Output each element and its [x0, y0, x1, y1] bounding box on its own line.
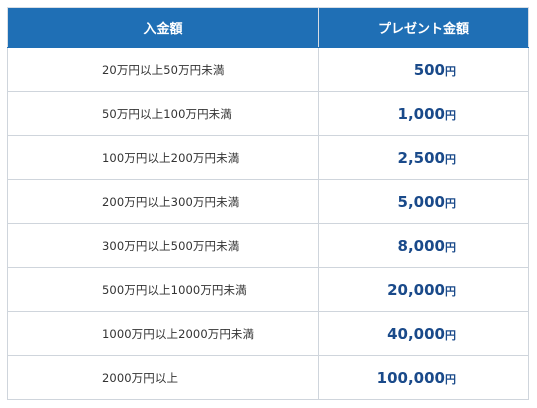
header-deposit-amount: 入金額	[7, 7, 319, 48]
table-row: 2000万円以上 100,000円	[7, 355, 529, 400]
present-amount: 1,000	[397, 105, 445, 123]
table-row: 20万円以上50万円未満 500円	[7, 47, 529, 92]
deposit-range: 200万円以上300万円未満	[7, 179, 319, 224]
deposit-range: 300万円以上500万円未満	[7, 223, 319, 268]
deposit-range: 20万円以上50万円未満	[7, 47, 319, 92]
present-amount-cell: 40,000円	[318, 311, 529, 356]
present-amount-cell: 1,000円	[318, 91, 529, 136]
deposit-range: 1000万円以上2000万円未満	[7, 311, 319, 356]
header-present-amount: プレゼント金額	[318, 7, 529, 48]
currency-unit: 円	[445, 373, 456, 386]
present-amount-cell: 500円	[318, 47, 529, 92]
present-amount: 500	[413, 61, 445, 79]
currency-unit: 円	[445, 285, 456, 298]
currency-unit: 円	[445, 153, 456, 166]
table-row: 50万円以上100万円未満 1,000円	[7, 91, 529, 136]
currency-unit: 円	[445, 65, 456, 78]
present-amount-cell: 20,000円	[318, 267, 529, 312]
deposit-range: 50万円以上100万円未満	[7, 91, 319, 136]
present-amount: 8,000	[397, 237, 445, 255]
present-amount-cell: 100,000円	[318, 355, 529, 400]
deposit-range: 500万円以上1000万円未満	[7, 267, 319, 312]
present-amount: 5,000	[397, 193, 445, 211]
currency-unit: 円	[445, 329, 456, 342]
table-row: 100万円以上200万円未満 2,500円	[7, 135, 529, 180]
present-amount-cell: 5,000円	[318, 179, 529, 224]
present-amount-cell: 2,500円	[318, 135, 529, 180]
present-amount: 20,000	[387, 281, 445, 299]
deposit-bonus-table: 入金額 プレゼント金額 20万円以上50万円未満 500円 50万円以上100万…	[7, 7, 529, 400]
present-amount-cell: 8,000円	[318, 223, 529, 268]
currency-unit: 円	[445, 197, 456, 210]
currency-unit: 円	[445, 241, 456, 254]
present-amount: 2,500	[397, 149, 445, 167]
present-amount: 40,000	[387, 325, 445, 343]
present-amount: 100,000	[376, 369, 445, 387]
table-row: 1000万円以上2000万円未満 40,000円	[7, 311, 529, 356]
table-row: 200万円以上300万円未満 5,000円	[7, 179, 529, 224]
table-row: 300万円以上500万円未満 8,000円	[7, 223, 529, 268]
deposit-range: 2000万円以上	[7, 355, 319, 400]
bonus-table-container: 入金額 プレゼント金額 20万円以上50万円未満 500円 50万円以上100万…	[7, 7, 529, 400]
table-row: 500万円以上1000万円未満 20,000円	[7, 267, 529, 312]
deposit-range: 100万円以上200万円未満	[7, 135, 319, 180]
currency-unit: 円	[445, 109, 456, 122]
table-header-row: 入金額 プレゼント金額	[7, 7, 529, 48]
